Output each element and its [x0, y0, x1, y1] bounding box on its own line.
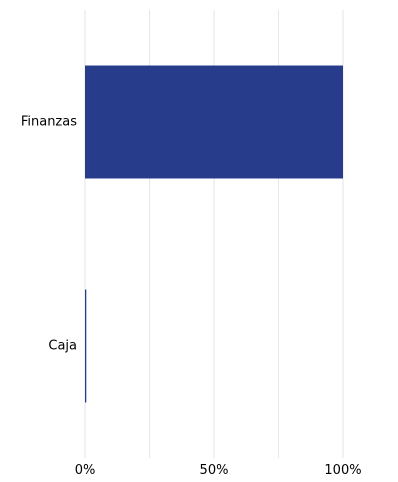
- x-tick-label: 100%: [324, 463, 361, 478]
- bars: [85, 65, 343, 403]
- x-tick-label: 0%: [75, 463, 96, 478]
- category-label-caja: Caja: [48, 339, 77, 354]
- x-tick-labels: 0% 50% 100%: [75, 463, 362, 478]
- bar-caja: [85, 289, 87, 403]
- category-labels: Finanzas Caja: [21, 115, 77, 354]
- category-label-finanzas: Finanzas: [21, 115, 77, 130]
- bar-finanzas: [85, 65, 343, 179]
- x-tick-label: 50%: [200, 463, 229, 478]
